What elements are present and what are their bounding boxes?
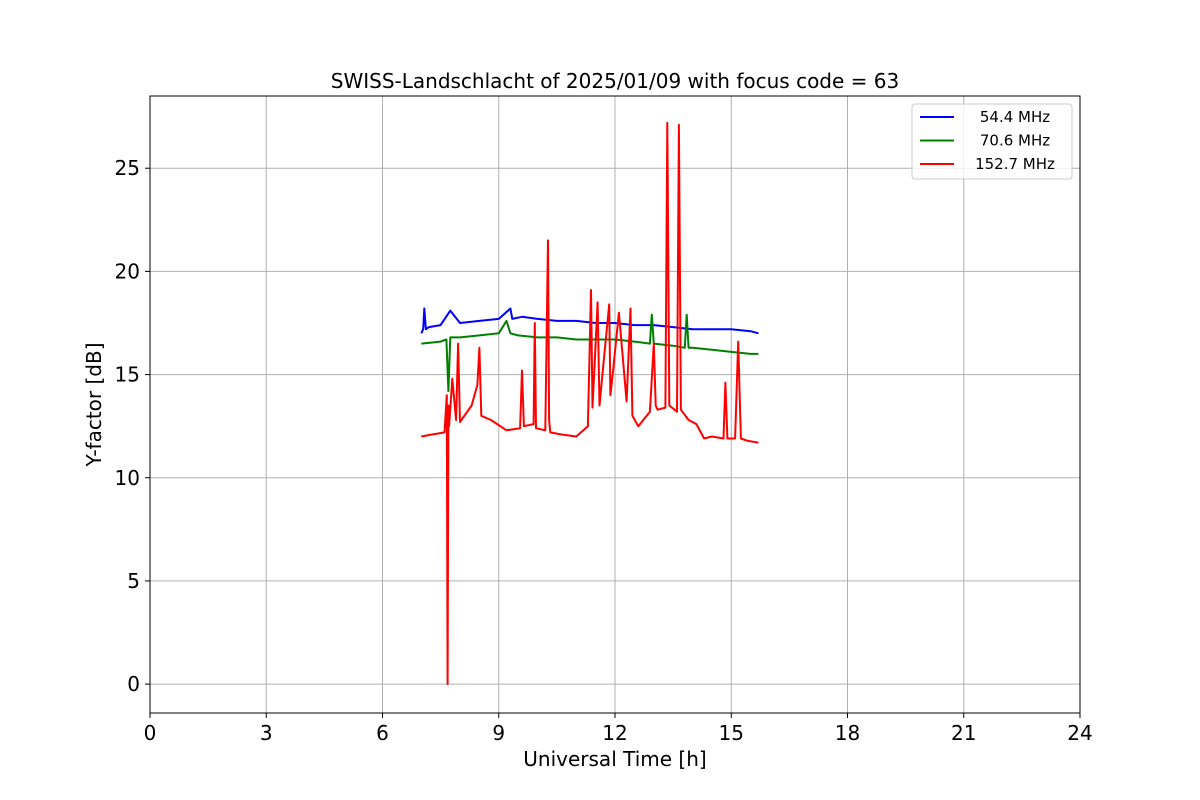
- x-tick-label: 24: [1067, 721, 1092, 745]
- x-tick-label: 9: [492, 721, 505, 745]
- legend: 54.4 MHz 70.6 MHz 152.7 MHz: [911, 103, 1073, 180]
- series-line-54-4-mhz: [420, 307, 759, 335]
- y-tick-label: 5: [127, 569, 140, 593]
- legend-label-152-7-mhz: 152.7 MHz: [975, 155, 1055, 173]
- x-axis: 0 3 6 9 12 15 18 21 24: [144, 713, 1093, 745]
- y-tick-label: 10: [115, 466, 140, 490]
- y-axis: 0 5 10 15 20 25: [115, 156, 150, 696]
- legend-label-54-4-mhz: 54.4 MHz: [980, 108, 1050, 126]
- x-tick-label: 12: [602, 721, 627, 745]
- x-axis-title: Universal Time [h]: [523, 747, 706, 771]
- x-tick-label: 0: [144, 721, 157, 745]
- x-tick-label: 18: [835, 721, 860, 745]
- y-tick-label: 25: [115, 156, 140, 180]
- y-tick-label: 15: [115, 363, 140, 387]
- series-line-152-7-mhz: [421, 121, 759, 686]
- legend-label-70-6-mhz: 70.6 MHz: [980, 132, 1050, 150]
- x-tick-label: 15: [719, 721, 744, 745]
- x-tick-label: 6: [376, 721, 389, 745]
- y-tick-label: 0: [127, 672, 140, 696]
- legend-box: [911, 103, 1073, 180]
- x-tick-label: 3: [260, 721, 273, 745]
- x-tick-label: 21: [951, 721, 976, 745]
- y-tick-label: 20: [115, 259, 140, 283]
- y-axis-title: Y-factor [dB]: [82, 342, 106, 467]
- series-layer: [420, 121, 759, 686]
- chart-title: SWISS-Landschlacht of 2025/01/09 with fo…: [331, 69, 899, 93]
